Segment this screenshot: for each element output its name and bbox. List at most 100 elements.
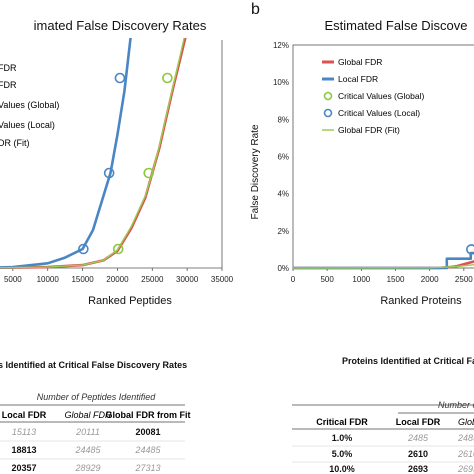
chart-a-point-critical-values-local <box>114 72 126 84</box>
chart-b-markers <box>466 244 474 255</box>
chart-b-y-tick-label: 10% <box>273 78 289 87</box>
table-a-cell: 20357 <box>11 463 36 473</box>
table-b-col-critical: Critical FDR <box>316 417 368 427</box>
legend-swatch-critical-local <box>323 108 333 118</box>
chart-b-x-ticks: 050010001500200025003000 <box>291 268 473 284</box>
chart-a-legend-item-1: FDR <box>0 63 17 73</box>
chart-a-title: imated False Discovery Rates <box>34 18 207 33</box>
table-a-col-local: Local FDR <box>2 410 47 420</box>
chart-b-y-axis-label: False Discovery Rate <box>250 124 261 219</box>
chart-b-y-tick-label: 2% <box>277 227 289 236</box>
table-a-cell: 24485 <box>74 445 101 455</box>
chart-b-y-tick-label: 4% <box>277 190 289 199</box>
chart-b-x-tick-label: 0 <box>291 275 296 284</box>
table-b-col-local: Local FDR <box>396 417 441 427</box>
chart-a-legend-item-5: DR (Fit) <box>0 138 30 148</box>
chart-a: imated False Discovery Rates 5000 10000 15… <box>0 18 234 307</box>
chart-b-legend-item-4: Critical Values (Local) <box>338 108 420 118</box>
table-b-cell: 1.0% <box>332 433 353 443</box>
chart-a-legend-item-2: FDR <box>0 80 17 90</box>
chart-b-legend-item-1: Global FDR <box>338 57 382 67</box>
chart-a-x-tick-label: 30000 <box>176 275 199 284</box>
chart-a-x-tick-label: 5000 <box>4 275 22 284</box>
table-a-cell: 18813 <box>11 445 36 455</box>
table-row: 18813 24485 24485 <box>11 445 161 455</box>
table-b-cell: 10.0% <box>329 464 355 474</box>
chart-b-y-tick-label: 0% <box>277 264 289 273</box>
table-row: 10.0% 2693 2693 <box>329 464 474 474</box>
table-a-cell: 27313 <box>134 463 160 473</box>
table-b-cell: 2693 <box>457 464 474 474</box>
chart-b-series <box>293 251 474 270</box>
chart-a-x-tick-label: 35000 <box>211 275 234 284</box>
table-b-title: Proteins Identified at Critical Fal <box>342 356 474 366</box>
table-row: 5.0% 2610 2610 <box>332 449 474 459</box>
table-a-header-row: Local FDR Global FDR Global FDR from Fit <box>2 410 191 420</box>
chart-a-x-axis-label: Ranked Peptides <box>88 295 172 307</box>
table-b-header-row: Critical FDR Local FDR Globa <box>316 417 474 427</box>
table-row: 15113 20111 20081 <box>12 427 161 437</box>
chart-b-y-tick-label: 6% <box>277 153 289 162</box>
chart-b-title: Estimated False Discove <box>324 18 467 33</box>
chart-b-y-tick-label: 12% <box>273 41 289 50</box>
chart-a-point-critical-values-global <box>162 72 173 84</box>
chart-a-legend-item-4: Values (Local) <box>0 120 55 130</box>
table-b-cell: 2485 <box>407 433 429 443</box>
table-b-cell: 2693 <box>408 464 428 474</box>
legend-swatch-critical-global <box>323 91 333 101</box>
table-b-cell: 2610 <box>408 449 428 459</box>
table-row: 20357 28929 27313 <box>11 463 160 473</box>
chart-a-x-ticks: 5000 10000 15000 20000 25000 30000 35000 <box>4 268 234 284</box>
table-b-cell: 5.0% <box>332 449 353 459</box>
chart-b-x-tick-label: 1500 <box>387 275 405 284</box>
chart-b-y-ticks: 0% 2% 4% 6% 8% 10% 12% <box>273 41 289 273</box>
chart-a-point-critical-values-global <box>112 243 124 255</box>
chart-a-axes <box>0 40 223 269</box>
chart-a-point-critical-values-global <box>143 167 154 179</box>
table-b: Proteins Identified at Critical Fal Numb… <box>292 356 474 474</box>
chart-b-x-tick-label: 1000 <box>352 275 370 284</box>
chart-a-point-critical-values-local <box>103 167 115 179</box>
chart-a-legend-item-3: Values (Global) <box>0 100 59 110</box>
chart-b-legend-item-2: Local FDR <box>338 74 378 84</box>
table-b-cell: 2610 <box>457 449 474 459</box>
chart-a-line-global-fdr-fit <box>0 38 185 269</box>
chart-b-line-global-fdr-fit <box>293 263 474 269</box>
chart-a-x-tick-label: 10000 <box>37 275 60 284</box>
chart-a-line-local-fdr <box>0 38 132 269</box>
chart-b-point-critical-values-local <box>466 244 474 255</box>
chart-a-markers <box>78 72 173 255</box>
table-a-title: s Identified at Critical False Discovery… <box>0 360 187 370</box>
chart-b-x-tick-label: 2000 <box>421 275 439 284</box>
table-a: s Identified at Critical False Discovery… <box>0 360 191 473</box>
chart-b-legend-item-3: Critical Values (Global) <box>338 91 424 101</box>
table-a-cell: 15113 <box>12 427 36 437</box>
chart-b-plot-frame <box>292 44 474 269</box>
table-a-cell: 20111 <box>75 427 100 437</box>
table-a-cell: 24485 <box>134 445 161 455</box>
table-a-cell: 28929 <box>74 463 100 473</box>
chart-b-x-tick-label: 2500 <box>455 275 473 284</box>
chart-b-legend: Global FDR Local FDR Critical Values (Gl… <box>322 57 424 135</box>
chart-a-legend: FDR FDR Values (Global) Values (Local) D… <box>0 63 59 148</box>
chart-b-axes <box>292 44 474 269</box>
chart-b-y-tick-label: 8% <box>277 115 289 124</box>
table-a-col-global: Global FDR <box>64 410 112 420</box>
table-b-col-global: Globa <box>458 417 474 427</box>
chart-b: Estimated False Discove 0% 2% 4% 6% 8% 10% 12%… <box>250 18 474 307</box>
chart-a-series <box>0 38 187 270</box>
table-a-col-fit: Global FDR from Fit <box>106 410 191 420</box>
chart-b-x-tick-label: 500 <box>320 275 334 284</box>
table-a-cell: 20081 <box>135 427 160 437</box>
chart-a-x-tick-label: 15000 <box>71 275 94 284</box>
table-b-cell: 2485 <box>457 433 474 443</box>
panel-b-letter: b <box>251 1 260 18</box>
chart-b-line-local-fdr <box>293 251 474 270</box>
chart-a-x-tick-label: 25000 <box>141 275 164 284</box>
chart-b-x-axis-label: Ranked Proteins <box>380 295 462 307</box>
chart-b-legend-item-5: Global FDR (Fit) <box>338 125 400 135</box>
table-a-group-header: Number of Peptides Identified <box>37 392 157 402</box>
chart-a-point-critical-values-local <box>78 243 89 255</box>
chart-a-x-tick-label: 20000 <box>106 275 129 284</box>
